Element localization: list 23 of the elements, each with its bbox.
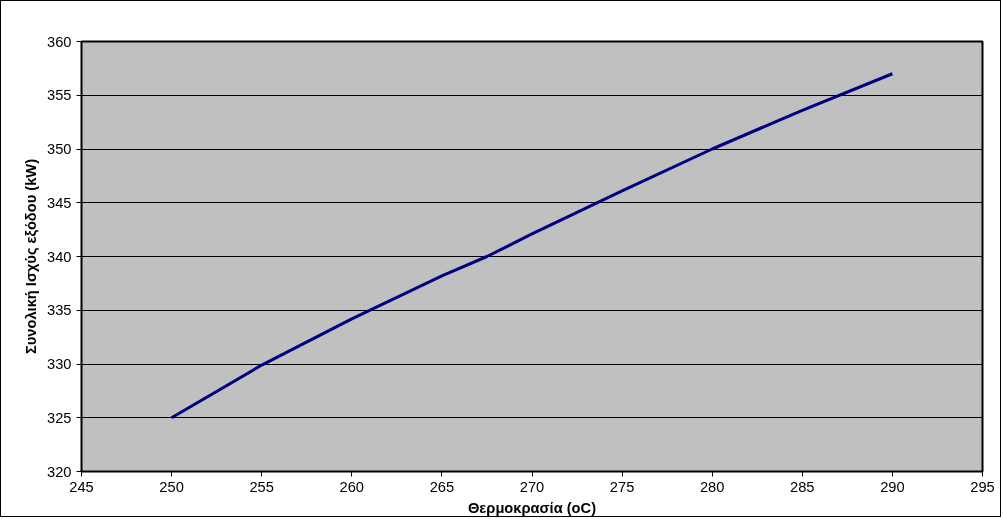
y-tick-label: 340 — [47, 248, 72, 265]
line-series — [170, 72, 894, 420]
x-tick-label: 275 — [609, 478, 635, 495]
x-tick-label: 250 — [159, 478, 184, 495]
y-tick-label: 350 — [47, 141, 72, 157]
x-tick-label: 270 — [519, 478, 545, 495]
x-tick-label: 245 — [69, 478, 94, 495]
y-tick-label: 320 — [47, 463, 72, 480]
y-axis-title: Συνολική Ισχύς εξόδου (kW) — [23, 158, 40, 355]
y-tick-label: 345 — [47, 194, 72, 211]
y-tick-label: 355 — [47, 87, 72, 104]
x-tick-label: 260 — [339, 478, 365, 495]
x-tick-label: 295 — [970, 478, 995, 495]
y-tick-label: 330 — [47, 356, 72, 372]
x-tick-label: 290 — [880, 478, 905, 495]
x-tick-label: 265 — [429, 478, 455, 495]
x-axis-title: Θερμοκρασία (oC) — [467, 499, 597, 516]
y-tick-label: 335 — [47, 302, 72, 319]
x-tick-label: 280 — [699, 478, 725, 495]
y-tick-label: 325 — [47, 409, 72, 426]
y-tick-label: 360 — [47, 33, 72, 50]
x-tick-label: 255 — [249, 478, 274, 495]
x-tick-label: 285 — [790, 478, 815, 495]
